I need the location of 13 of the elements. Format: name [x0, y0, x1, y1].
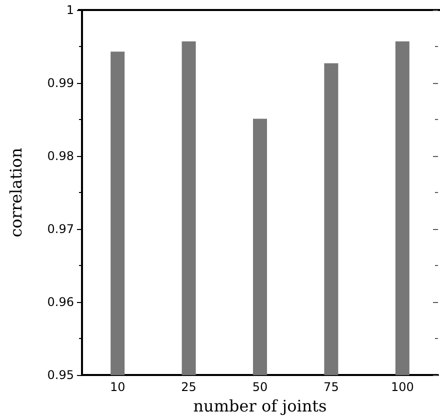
- y-tick-label: 0.97: [47, 222, 74, 236]
- y-tick-label: 0.95: [47, 368, 74, 382]
- y-axis-title: correlation: [6, 148, 26, 238]
- y-tick-label: 0.98: [47, 149, 74, 164]
- x-tick-label: 50: [252, 380, 268, 394]
- y-tick-label: 0.99: [47, 76, 74, 90]
- x-tick-label: 10: [110, 380, 126, 394]
- x-tick-label: 100: [390, 380, 414, 394]
- y-tick-label: 0.96: [47, 295, 74, 310]
- y-tick-label: 1: [66, 3, 74, 17]
- x-tick-label: 75: [324, 380, 339, 394]
- x-axis-title: number of joints: [193, 396, 327, 416]
- x-tick-label: 25: [181, 380, 196, 394]
